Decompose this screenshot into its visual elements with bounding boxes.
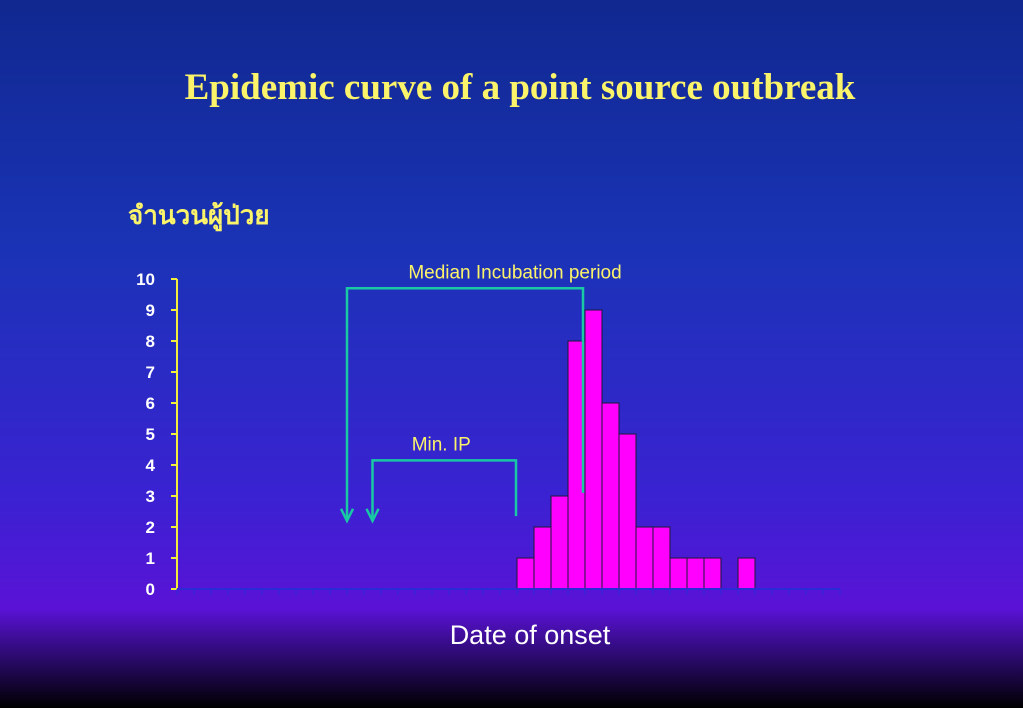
y-axis-label: จำนวนผู้ป่วย	[128, 201, 270, 231]
bar-22	[550, 495, 569, 590]
y-tick-label-6: 6	[146, 394, 155, 413]
y-tick-label-0: 0	[146, 580, 155, 599]
y-tick-label-10: 10	[136, 270, 155, 289]
y-tick-label-7: 7	[146, 363, 155, 382]
y-tick-label-2: 2	[146, 518, 155, 537]
median-ip-arrowhead	[339, 508, 355, 524]
min-ip-label: Min. IP	[412, 434, 471, 455]
y-tick-label-8: 8	[146, 332, 155, 351]
y-tick-label-3: 3	[146, 487, 155, 506]
bar-26	[618, 433, 637, 590]
median-ip-bracket	[345, 287, 585, 521]
slide-title: Epidemic curve of a point source outbrea…	[184, 67, 856, 108]
y-tick-label-9: 9	[146, 301, 155, 320]
bar-29	[669, 557, 688, 590]
x-axis-label: Date of onset	[449, 620, 611, 650]
min-ip-bracket	[371, 459, 518, 521]
y-tick-label-1: 1	[146, 549, 155, 568]
y-tick-label-4: 4	[146, 456, 156, 475]
bar-33	[737, 557, 756, 590]
min-ip-arrowhead	[365, 508, 380, 524]
bar-27	[635, 526, 654, 590]
bar-25	[601, 402, 620, 590]
bar-24	[584, 309, 603, 590]
y-tick-label-5: 5	[146, 425, 155, 444]
bar-28	[652, 526, 671, 590]
bar-30	[686, 557, 705, 590]
median-ip-label: Median Incubation period	[408, 262, 621, 283]
bar-20	[516, 557, 535, 590]
bar-31	[703, 557, 722, 590]
bar-21	[533, 526, 552, 590]
